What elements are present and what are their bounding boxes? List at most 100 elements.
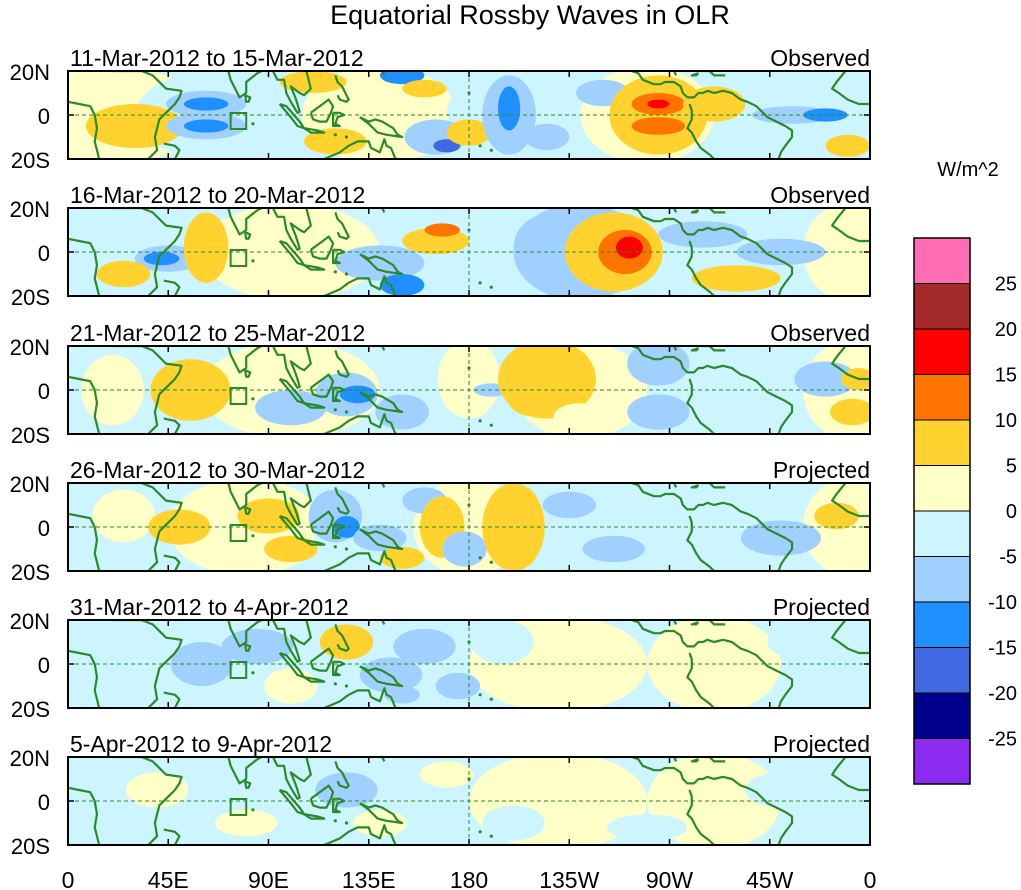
olr-anomaly-contour: [513, 214, 581, 281]
coastline: [271, 620, 312, 663]
region-box: [229, 798, 248, 816]
coastline: [68, 237, 101, 296]
coastline: [700, 483, 726, 489]
latitude-label: 20N: [10, 609, 50, 634]
island: [333, 545, 337, 549]
olr-anomaly-contour: [215, 809, 278, 837]
island: [489, 834, 493, 838]
longitude-label: 135E: [342, 867, 396, 890]
coastline: [700, 346, 726, 352]
olr-anomaly-contour: [333, 516, 360, 538]
longitude-label: 180: [450, 867, 488, 890]
panel-date-range: 21-Mar-2012 to 25-Mar-2012: [70, 320, 365, 346]
coastline: [831, 620, 870, 655]
latitude-label: 20N: [10, 335, 50, 360]
island: [344, 547, 349, 551]
olr-anomaly-contour: [183, 119, 229, 133]
colorbar-tick-label: 5: [1006, 456, 1017, 478]
olr-anomaly-contour: [379, 546, 425, 569]
olr-anomaly-contour: [237, 498, 300, 534]
island: [478, 144, 482, 148]
coastline: [332, 248, 346, 265]
island: [478, 693, 482, 697]
coastline: [631, 346, 794, 434]
longitude-label: 90E: [248, 867, 289, 890]
coastline: [309, 784, 335, 809]
longitude-label: 0: [864, 867, 877, 890]
olr-anomaly-contour: [315, 772, 378, 808]
latitude-label: 0: [38, 104, 50, 129]
olr-anomaly-contour: [435, 672, 481, 700]
olr-anomaly-contour: [524, 123, 570, 151]
island: [251, 534, 255, 538]
coastline: [163, 417, 181, 434]
latitude-label: 0: [38, 516, 50, 541]
coastline: [227, 757, 263, 785]
colorbar-swatch: [913, 510, 971, 557]
island: [344, 821, 349, 825]
coastline: [244, 506, 252, 515]
coastline: [112, 71, 183, 159]
longitude-label: 135W: [539, 867, 599, 890]
island: [489, 423, 493, 427]
coastline: [227, 620, 263, 648]
olr-anomaly-contour: [825, 134, 870, 157]
colorbar-swatch: [913, 419, 971, 466]
olr-anomaly-contour: [335, 245, 425, 281]
coastline: [68, 786, 101, 845]
olr-anomaly-contour: [433, 139, 461, 153]
coastline: [631, 757, 794, 845]
coastline: [112, 208, 183, 296]
longitude-label: 45E: [148, 867, 189, 890]
olr-anomaly-contour: [419, 761, 474, 788]
coastline: [831, 208, 870, 243]
coastline: [631, 620, 794, 708]
island: [344, 135, 349, 139]
panel-date-range: 26-Mar-2012 to 30-Mar-2012: [70, 457, 365, 483]
panel: 20N 0 20S 21-Mar-2012 to 25-Mar-2012 Observe…: [10, 320, 871, 448]
olr-anomaly-contour: [92, 489, 155, 543]
latitude-label: 20N: [10, 197, 50, 222]
island: [478, 281, 482, 285]
coastline: [227, 483, 263, 511]
coastline: [68, 375, 101, 434]
colorbar-tick-label: -20: [988, 683, 1017, 705]
coastline: [700, 208, 726, 214]
colorbar-tick-label: -10: [988, 592, 1017, 614]
olr-anomaly-contour: [803, 208, 870, 296]
coastline: [700, 71, 726, 77]
coastline: [831, 71, 870, 106]
region-box: [229, 112, 248, 130]
coastline: [690, 621, 700, 626]
island: [489, 560, 493, 564]
longitude-label: 0: [62, 867, 75, 890]
panels: 20N 0 20S 11-Mar-2012 to 15-Mar-2012 Observe…: [10, 45, 871, 859]
colorbar-swatch: [913, 374, 971, 421]
coastline: [334, 212, 350, 240]
olr-anomaly-contour: [803, 757, 870, 845]
coastline: [271, 346, 312, 389]
olr-anomaly-contour: [353, 809, 407, 837]
latitude-label: 20N: [10, 472, 50, 497]
latitude-label: 20S: [11, 148, 50, 173]
island: [344, 410, 349, 414]
coastline: [309, 373, 335, 398]
coastline: [359, 802, 404, 825]
coastline: [309, 235, 335, 260]
olr-anomaly-contour: [658, 221, 748, 248]
olr-anomaly-contour: [829, 398, 870, 426]
longitude-label: 90W: [646, 867, 694, 890]
coastline: [334, 75, 350, 103]
olr-anomaly-contour: [627, 394, 690, 430]
panel-status: Projected: [773, 457, 870, 483]
colorbar-tick-label: -25: [988, 729, 1017, 751]
coastlines: [68, 620, 870, 708]
coastline: [334, 761, 350, 789]
latitude-label: 20S: [11, 285, 50, 310]
panel-status: Projected: [773, 731, 870, 757]
colorbar-swatch: [913, 692, 971, 739]
olr-anomaly-contour: [379, 274, 425, 296]
olr-anomaly-contour: [482, 805, 545, 841]
coastline: [700, 757, 726, 763]
